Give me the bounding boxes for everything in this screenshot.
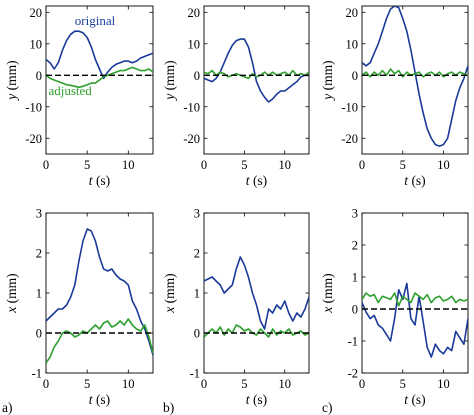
x-axis-title: t (s) [404,392,425,407]
annotation-adjusted: adjusted [48,83,92,98]
x-tick-label: 10 [437,377,450,391]
x-tick-label: 5 [241,377,247,391]
y-tick-label: -1 [190,367,200,381]
y-tick-label: 0 [352,69,358,83]
y-tick-label: 3 [36,207,42,221]
series-original-line [362,6,468,147]
y-tick-label: -20 [25,132,42,146]
y-axis-title: y (mm) [320,60,335,101]
x-axis-title: t (s) [246,173,267,188]
x-tick-label: 0 [359,158,365,172]
series-original-line [204,38,309,103]
subplot-2: -20 -10 0 10 20 0 5 10 t (s) y (mm) [162,5,310,188]
y-tick-label: -10 [341,100,358,114]
y-tick-label: -20 [183,132,200,146]
panel-label-a: a) [2,400,13,415]
y-tick-label: 2 [36,247,42,261]
y-tick-label: 0 [194,327,200,341]
y-tick-label: -10 [25,100,42,114]
y-tick-label: -10 [183,100,200,114]
y-tick-label: 0 [36,69,42,83]
axes-frame [361,5,469,155]
series-original-line [46,228,153,356]
x-tick-label: 0 [43,377,49,391]
y-axis-title: y (mm) [162,60,177,101]
y-tick-label: 20 [346,6,359,20]
y-tick-label: 2 [352,239,358,253]
y-tick-label: 10 [346,37,359,51]
series-adjusted-line [204,324,309,338]
axes-frame [45,5,154,155]
x-tick-label: 10 [279,377,292,391]
y-axis-title: x (mm) [4,273,19,313]
y-tick-label: 0 [36,327,42,341]
y-tick-label: 1 [352,271,358,285]
subplot-3: -20 -10 0 10 20 0 5 10 t (s) y (mm) [320,5,469,188]
series-original-line [204,256,309,330]
axes-frame [361,212,469,374]
x-tick-label: 10 [437,158,450,172]
x-tick-label: 5 [241,158,247,172]
subplot-6: -2 -1 0 1 2 3 0 5 10 t (s) x (mm) [320,207,469,407]
y-tick-label: 1 [36,287,42,301]
x-axis-title: t (s) [246,392,267,407]
y-axis-title: x (mm) [162,273,177,313]
y-tick-label: 2 [194,247,200,261]
series-adjusted-line [204,69,309,80]
series-original-line [362,282,468,358]
y-tick-label: -20 [341,132,358,146]
y-tick-label: -1 [348,335,358,349]
y-axis-title: y (mm) [4,60,19,101]
y-axis-title: x (mm) [320,273,335,313]
panel-label-c: c) [322,400,333,415]
y-tick-label: 3 [194,207,200,221]
y-tick-label: 3 [352,207,358,221]
x-tick-label: 10 [122,377,135,391]
series-adjusted-line [362,292,468,307]
y-tick-label: 0 [194,69,200,83]
series-original-line [46,30,153,80]
y-tick-label: 10 [188,37,201,51]
x-tick-label: 5 [400,377,406,391]
x-axis-title: t (s) [89,392,110,407]
x-tick-label: 0 [43,158,49,172]
panel-label-b: b) [163,400,174,415]
x-axis-title: t (s) [89,173,110,188]
x-tick-label: 10 [122,158,135,172]
y-tick-label: 20 [30,6,43,20]
x-tick-label: 0 [359,377,365,391]
axes-frame [203,212,310,374]
y-tick-label: 0 [352,303,358,317]
x-axis-title: t (s) [404,173,425,188]
x-tick-label: 0 [201,377,207,391]
x-tick-label: 5 [84,158,90,172]
series-adjusted-line [46,66,153,88]
x-tick-label: 10 [279,158,292,172]
y-tick-label: 20 [188,6,201,20]
y-tick-label: 1 [194,287,200,301]
axes-frame [45,212,154,374]
axes-frame [203,5,310,155]
subplot-1: -20 -10 0 10 20 0 5 10 t (s) y (mm) original adjust… [4,5,154,188]
x-tick-label: 5 [84,377,90,391]
x-tick-label: 0 [201,158,207,172]
x-tick-label: 5 [400,158,406,172]
series-adjusted-line [362,68,468,78]
y-tick-label: -2 [348,367,358,381]
y-tick-label: -1 [32,367,42,381]
series-adjusted-line [46,318,153,364]
y-tick-label: 10 [30,37,43,51]
annotation-original: original [75,13,116,28]
